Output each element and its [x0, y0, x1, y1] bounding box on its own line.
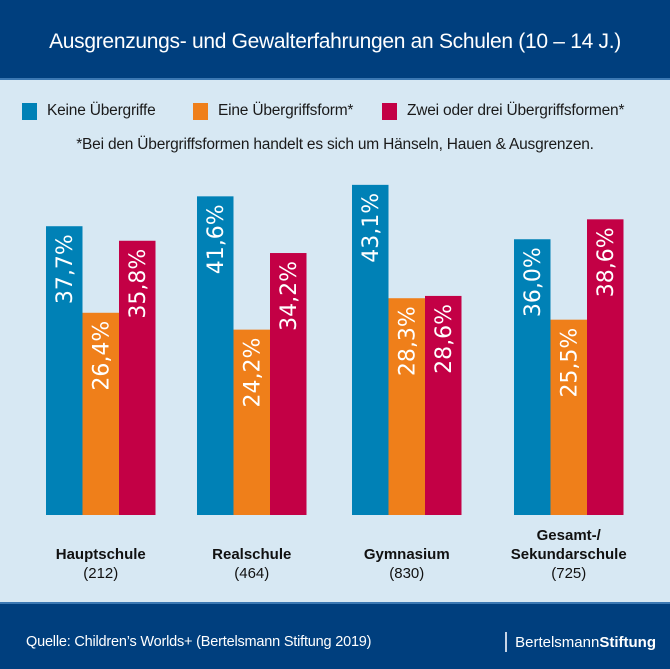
- bar-value-label: 26,4%: [90, 321, 115, 391]
- category-sample-size: (212): [83, 565, 119, 582]
- bar-1-1: [233, 329, 270, 515]
- category-sample-size: (464): [234, 565, 270, 582]
- bar-value-label: 38,6%: [594, 227, 619, 297]
- legend-swatch-orange: [193, 102, 208, 120]
- bar-0-1: [82, 312, 119, 515]
- bar-value-label: 28,6%: [432, 304, 457, 374]
- category-sample-size: (725): [551, 565, 587, 582]
- legend-item-zwei: Zwei oder drei Übergriffsformen*: [382, 102, 624, 120]
- bar-value-label: 24,2%: [241, 338, 266, 408]
- bar-1-0: [197, 196, 234, 515]
- legend-swatch-crimson: [382, 102, 397, 120]
- category-label: Realschule (464): [172, 545, 332, 583]
- bar-3-0: [514, 239, 551, 516]
- legend: Keine Übergriffe Eine Übergriffsform* Zw…: [0, 102, 670, 124]
- bar-value-label: 37,7%: [53, 234, 78, 304]
- footer-banner: Quelle: Children’s Worlds+ (Bertelsmann …: [0, 602, 670, 669]
- bar-0-2: [119, 240, 156, 515]
- category-name: Realschule: [212, 546, 292, 563]
- category-name: Gesamt-/Sekundarschule: [510, 527, 627, 563]
- legend-label: Zwei oder drei Übergriffsformen*: [407, 102, 625, 119]
- bar-value-label: 34,2%: [277, 261, 302, 331]
- source-text: Quelle: Children’s Worlds+ (Bertelsmann …: [26, 634, 372, 650]
- bar-2-1: [388, 298, 425, 515]
- bar-value-label: 25,5%: [558, 328, 583, 398]
- chart-title: Ausgrenzungs- und Gewalterfahrungen an S…: [49, 30, 621, 53]
- bar-0-0: [46, 226, 83, 515]
- header-banner: Ausgrenzungs- und Gewalterfahrungen an S…: [0, 0, 670, 80]
- bar-value-label: 41,6%: [204, 204, 229, 274]
- bar-value-label: 43,1%: [359, 193, 384, 263]
- legend-label: Eine Übergriffsform*: [218, 102, 354, 119]
- legend-item-keine: Keine Übergriffe: [22, 102, 156, 120]
- bar-2-0: [352, 184, 389, 515]
- category-name: Gymnasium: [363, 546, 450, 563]
- category-sample-size: (830): [389, 565, 425, 582]
- bar-3-2: [587, 219, 624, 515]
- legend-swatch-blue: [22, 102, 37, 120]
- brand-light: Bertelsmann: [515, 633, 600, 651]
- brand-bold: Stiftung: [599, 633, 656, 651]
- footnote: *Bei den Übergriffsformen handelt es sic…: [76, 136, 594, 153]
- legend-label: Keine Übergriffe: [47, 102, 156, 119]
- bar-3-1: [550, 319, 587, 515]
- category-name: Hauptschule: [55, 546, 146, 563]
- category-label: Gesamt-/Sekundarschule (725): [489, 526, 649, 583]
- category-label: Gymnasium (830): [327, 545, 487, 583]
- legend-item-eine: Eine Übergriffsform*: [193, 102, 353, 120]
- category-label: Hauptschule (212): [21, 545, 181, 583]
- bar-value-label: 36,0%: [521, 247, 546, 317]
- bar-value-label: 28,3%: [396, 306, 421, 376]
- brand-divider: [505, 632, 508, 652]
- brand-logo: Bertelsmann Stiftung: [505, 632, 656, 652]
- bar-1-2: [270, 253, 307, 515]
- bar-value-label: 35,8%: [126, 249, 151, 319]
- bar-2-2: [425, 295, 462, 515]
